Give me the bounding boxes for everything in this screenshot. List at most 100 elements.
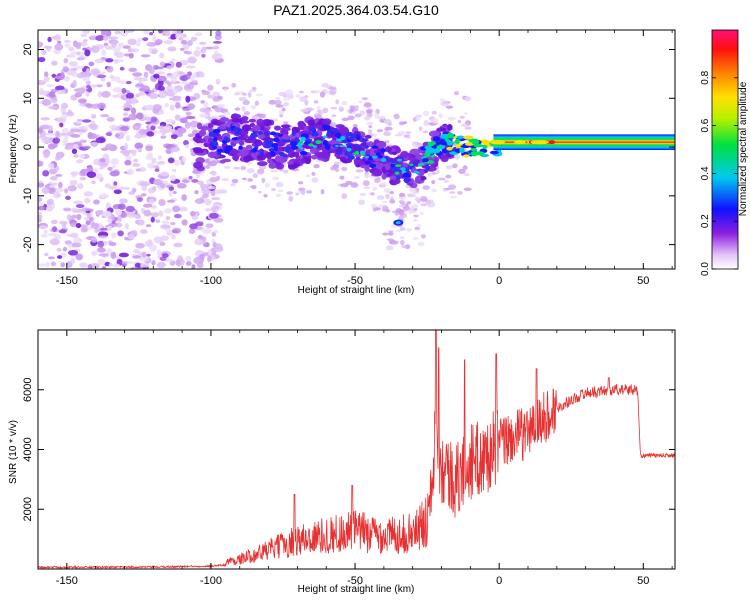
spectrogram-blob [64,188,69,194]
spectrogram-blob [136,92,146,96]
spectrogram-blob [328,122,337,127]
snr-x-tick-label: 50 [637,575,649,587]
spectrogram-blob [75,204,85,209]
spectrogram-blob [359,192,367,196]
spectrogram-blob [120,126,130,132]
spectrogram-blob [166,128,176,132]
spectrogram-blob [84,145,91,149]
spectrogram-blob [393,113,400,120]
spectrogram-blob [383,187,392,194]
spectrogram-blob [137,37,143,42]
spectrogram-blob [165,148,172,154]
spectrogram-blob [86,166,94,173]
spectrogram-blob [427,172,432,177]
spectrogram-blob [125,186,130,190]
spectrogram-blob [420,234,426,239]
spectrogram-blob [112,94,120,98]
spectrogram-blob [50,261,57,267]
spectrogram-blob [152,35,157,42]
spectrogram-blob [384,126,393,131]
spectrogram-blob [178,71,185,75]
spectrogram-blob [74,65,85,69]
spectrogram-blob [64,240,72,245]
spectrogram-blob [243,134,249,139]
spectrogram-blob [410,188,417,194]
spectrogram-blob [185,88,193,92]
spectrogram-blob [93,199,100,205]
spectrogram-blob [398,215,404,220]
spectrogram-blob [315,140,322,145]
spectrogram-blob [139,181,151,187]
spectrogram-blob [56,89,66,95]
spectrogram-blob [277,189,284,193]
spectrogram-blob [194,238,204,246]
spectrogram-blob [403,177,410,184]
spectrogram-blob [179,117,188,124]
spectrogram-blob [207,122,214,129]
spectrogram-blob [236,152,243,157]
chart-title: PAZ1.2025.364.03.54.G10 [273,2,439,18]
spectrogram-blob [70,171,79,176]
spectrogram-blob [373,133,378,138]
spectrogram-blob [85,80,91,85]
spectrogram-blob [38,80,46,86]
spectrogram-blob [98,253,109,257]
spectrogram-blob [238,145,243,150]
spectrogram-blob [384,162,391,171]
spectrogram-blob [70,257,76,264]
spectrogram-blob [402,162,409,168]
spectrogram-blob [272,137,280,142]
spectrogram-blob [285,89,294,96]
spectrogram-blob [123,102,131,109]
spectrogram-blob [141,193,147,197]
spectrogram-blob [275,181,284,188]
spectrogram-blob [218,125,227,130]
spectrogram-blob [181,219,188,226]
spectrogram-blob [172,169,177,172]
spectrogram-blob [363,173,370,179]
snr-y-tick-label: 4000 [22,437,34,461]
spectrogram-blob [157,71,166,75]
spectrogram-blob [176,30,184,34]
spectrogram-blob [454,138,461,145]
spectrogram-blob [188,175,193,180]
spectrogram-blob [213,229,219,234]
spectrogram-blob [164,102,169,108]
spectrogram-blob [163,125,173,130]
spectrogram-blob [163,208,173,214]
spectrogram-blob [361,97,368,101]
snr-x-tick-label: -50 [347,575,363,587]
spectrogram-blob [159,92,166,99]
spectrogram-blob [207,94,214,99]
colorbar-tick-label: 0.2 [700,214,711,228]
spectrogram-blob [38,41,42,48]
spectrogram-blob [101,147,109,152]
spectrogram-blob [216,148,224,153]
spectrogram-blob [185,95,191,103]
spectrogram-blob [395,164,402,167]
spectrogram-blob [329,166,337,171]
spectrogram-blob [491,140,506,145]
spectrogram-blob [46,198,55,206]
spectrogram-blob [297,120,305,127]
spectrogram-blob [530,140,539,145]
spectrogram-blob [179,47,185,51]
spectrogram-blob [377,115,386,120]
spectrogram-blob [277,133,283,137]
spectrogram-blob [48,125,53,132]
spectrogram-blob [173,242,183,248]
spectrogram-blob [209,176,218,183]
colorbar-ticks: 0.0 0.2 0.4 0.6 0.8 [700,70,738,276]
spectrogram-blob [191,264,196,269]
spectrogram-blob [110,251,117,259]
spectrogram-blob [355,169,364,173]
spectrogram-blob [130,48,140,53]
spectrogram-blob [354,113,362,118]
spectrogram-blob [185,115,196,120]
spectrogram-blob [155,219,161,223]
spectrogram-blob [241,177,247,181]
spectrogram-blob [89,216,94,222]
spectrogram-blob [201,227,212,234]
spectrogram-blob [38,217,42,223]
spectrogram-blob [256,154,267,161]
